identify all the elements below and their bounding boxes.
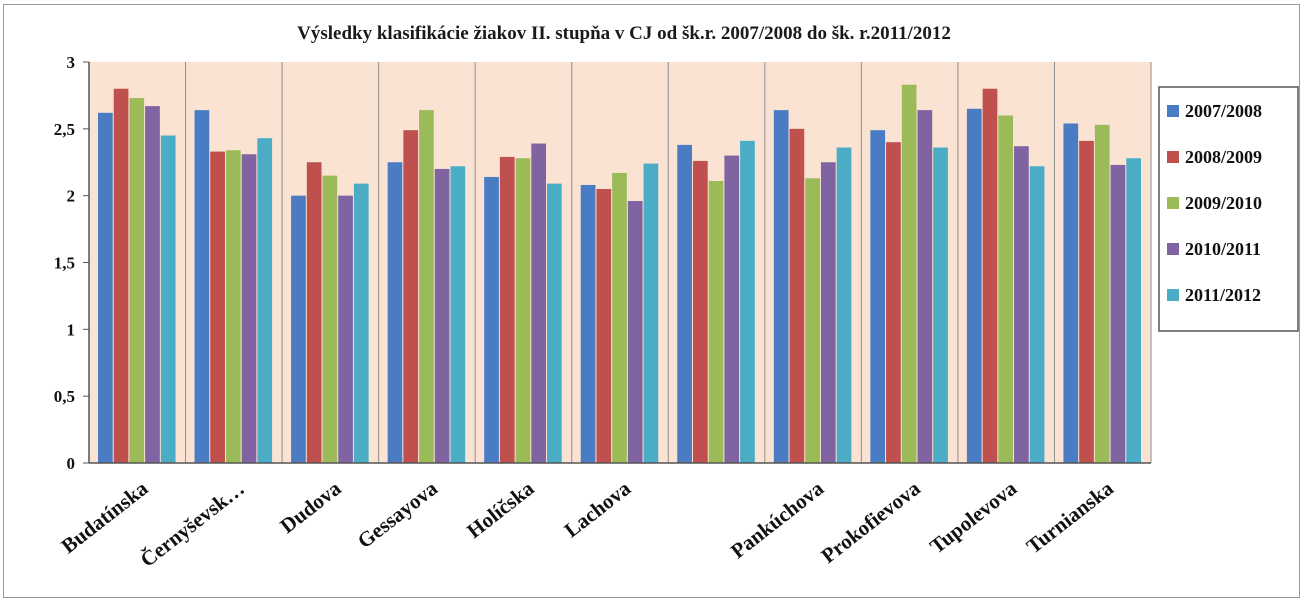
bar — [387, 162, 403, 463]
bar — [241, 154, 257, 464]
legend: 2007/2008 2008/2009 2009/2010 2010/2011 2011… — [1158, 86, 1299, 332]
legend-label: 2007/2008 — [1185, 101, 1262, 121]
bar — [129, 98, 145, 463]
bar — [692, 160, 708, 463]
legend-swatch — [1167, 289, 1179, 301]
x-tick-label: Tupolevova — [925, 476, 1021, 559]
bar — [1014, 146, 1029, 463]
bar — [145, 106, 160, 464]
plot-area — [88, 62, 1152, 464]
bar — [740, 140, 755, 463]
bar — [998, 115, 1014, 463]
legend-swatch — [1167, 243, 1179, 255]
bar — [515, 158, 531, 464]
bar — [160, 135, 176, 463]
y-axis-ticks: 0 0,5 1 1,5 2 2,5 3 — [54, 53, 89, 473]
bar — [724, 155, 740, 464]
x-tick-label: Černyševsk… — [136, 476, 249, 572]
bar — [353, 183, 369, 464]
bar — [1126, 158, 1141, 464]
bar — [450, 166, 466, 463]
bar — [982, 88, 998, 463]
bar — [113, 88, 129, 463]
bar — [225, 150, 241, 463]
bar — [1063, 123, 1079, 463]
bar — [484, 176, 499, 463]
chart-frame: Výsledky klasifikácie žiakov II. stupňa … — [3, 4, 1300, 598]
x-tick-label: Budatínska — [57, 476, 153, 558]
y-tick-label: 1,5 — [54, 254, 75, 273]
legend-box — [1158, 86, 1299, 332]
bar — [886, 142, 901, 463]
bar — [933, 147, 948, 463]
legend-label: 2011/2012 — [1185, 285, 1261, 305]
legend-label: 2009/2010 — [1185, 193, 1262, 213]
bar — [531, 143, 547, 463]
bar — [917, 110, 933, 464]
bar — [291, 195, 306, 463]
bar — [773, 110, 789, 464]
bar — [322, 175, 338, 463]
bar — [805, 178, 820, 464]
y-tick-label: 2,5 — [54, 120, 75, 139]
y-tick-label: 3 — [67, 53, 76, 72]
bar — [966, 108, 982, 464]
legend-swatch — [1167, 151, 1179, 163]
y-tick-label: 2 — [67, 187, 76, 206]
bar — [434, 168, 450, 463]
bar — [499, 156, 515, 464]
bar — [836, 147, 852, 463]
legend-label: 2010/2011 — [1185, 239, 1261, 259]
bar — [901, 84, 917, 464]
x-tick-label: Holíčska — [462, 476, 539, 543]
x-tick-label: Pankúchova — [726, 476, 829, 563]
bar — [338, 195, 353, 463]
bar — [1079, 140, 1094, 463]
bar — [210, 151, 225, 463]
y-tick-label: 0,5 — [54, 387, 75, 406]
bar — [820, 162, 836, 463]
bar — [627, 201, 643, 463]
bar — [403, 130, 419, 464]
bar — [194, 110, 210, 464]
bar — [612, 172, 627, 463]
bar — [98, 112, 113, 463]
bar — [547, 183, 562, 464]
x-tick-label: Dudova — [275, 476, 345, 538]
bar — [708, 180, 724, 464]
bar — [1029, 166, 1045, 463]
x-tick-label: Gessayova — [353, 476, 443, 553]
bar — [419, 110, 434, 464]
bar — [580, 184, 596, 463]
x-tick-label: Turnianska — [1022, 476, 1118, 559]
bar — [677, 144, 692, 463]
x-tick-label: Prokofievova — [816, 476, 925, 568]
bar — [1094, 124, 1110, 463]
x-tick-label: Lachova — [560, 476, 636, 543]
legend-swatch — [1167, 197, 1179, 209]
bar — [596, 188, 612, 463]
bar — [870, 130, 886, 464]
legend-label: 2008/2009 — [1185, 147, 1262, 167]
chart-title: Výsledky klasifikácie žiakov II. stupňa … — [297, 23, 951, 44]
bar — [306, 162, 322, 463]
bar — [643, 163, 659, 463]
bar — [257, 138, 273, 463]
bar-chart: Výsledky klasifikácie žiakov II. stupňa … — [54, 23, 1299, 572]
bar — [1110, 164, 1126, 463]
legend-swatch — [1167, 105, 1179, 117]
y-tick-label: 0 — [67, 454, 76, 473]
y-tick-label: 1 — [67, 320, 76, 339]
bar — [789, 128, 805, 463]
